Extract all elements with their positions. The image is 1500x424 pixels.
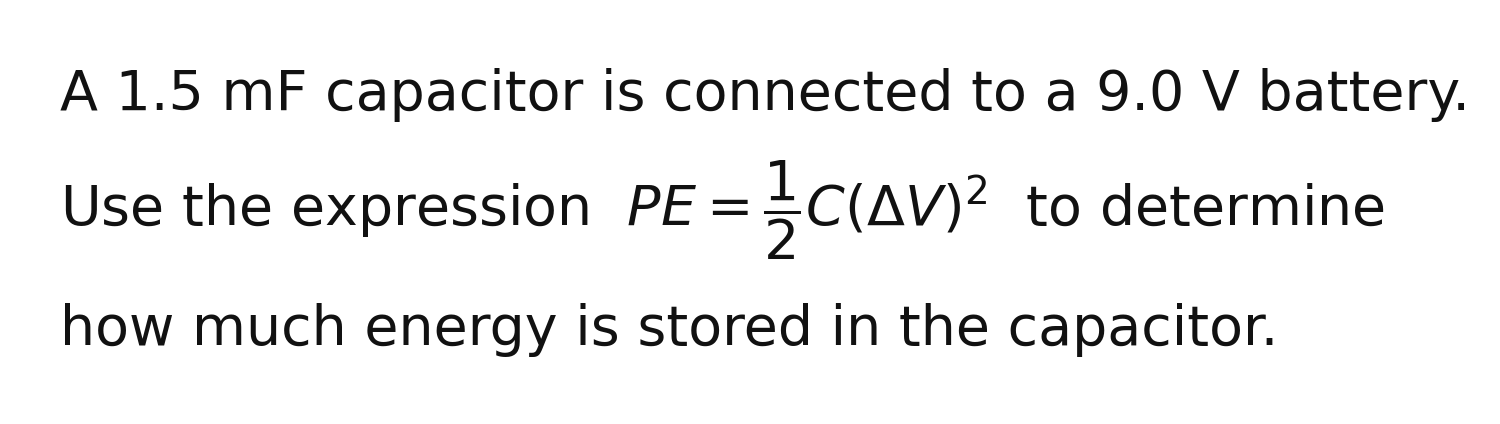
Text: A 1.5 mF capacitor is connected to a 9.0 V battery.: A 1.5 mF capacitor is connected to a 9.0… [60,68,1470,122]
Text: Use the expression  $PE = \dfrac{1}{2}C(\Delta V)^2$  to determine: Use the expression $PE = \dfrac{1}{2}C(\… [60,158,1384,262]
Text: how much energy is stored in the capacitor.: how much energy is stored in the capacit… [60,303,1278,357]
